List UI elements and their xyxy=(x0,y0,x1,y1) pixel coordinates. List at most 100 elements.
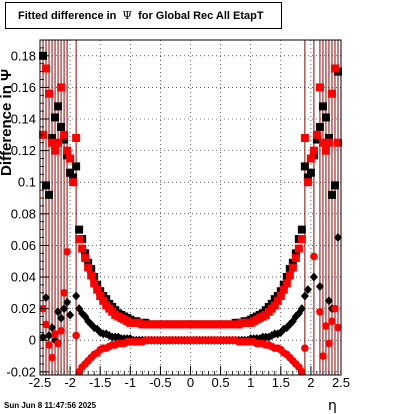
y-tick-label: 0 xyxy=(29,333,36,348)
square-marker xyxy=(270,301,279,310)
square-marker xyxy=(60,135,69,144)
circle-marker xyxy=(298,368,306,376)
circle-marker xyxy=(63,247,71,256)
circle-marker xyxy=(57,326,65,335)
diamond-marker xyxy=(297,304,306,314)
square-marker xyxy=(93,285,102,294)
y-tick-label: 0.06 xyxy=(11,238,36,253)
x-tick-label: 0 xyxy=(187,375,194,390)
x-tick-label: -2.5 xyxy=(29,375,51,390)
diamond-marker xyxy=(42,293,51,303)
circle-marker xyxy=(51,330,59,338)
x-tick-label: -2 xyxy=(64,375,76,390)
y-tick-label: 0.08 xyxy=(11,206,36,221)
square-marker xyxy=(66,154,75,163)
square-marker xyxy=(333,138,342,147)
square-marker xyxy=(57,83,66,92)
square-marker xyxy=(57,122,66,131)
square-marker xyxy=(54,102,63,111)
y-tick-label: 0.02 xyxy=(11,301,36,316)
square-marker xyxy=(312,135,321,144)
circle-marker xyxy=(325,339,333,348)
square-marker xyxy=(69,178,78,187)
square-marker xyxy=(324,138,333,147)
error-bars xyxy=(42,40,339,375)
x-tick-label: 0.5 xyxy=(212,375,230,390)
y-tick-label: 0.1 xyxy=(18,175,36,190)
diamond-marker xyxy=(303,285,312,295)
square-marker xyxy=(75,225,84,234)
square-marker xyxy=(54,138,63,147)
diamond-marker xyxy=(45,330,54,340)
square-marker xyxy=(318,102,327,111)
square-marker xyxy=(327,89,336,98)
square-marker xyxy=(324,133,333,142)
y-tick-label: 0.04 xyxy=(11,270,36,285)
square-marker xyxy=(297,225,306,234)
square-marker xyxy=(75,235,84,244)
y-tick-label: -0.02 xyxy=(6,364,36,379)
square-marker xyxy=(279,285,288,294)
circle-marker xyxy=(72,331,80,340)
square-marker xyxy=(327,190,336,199)
square-marker xyxy=(276,291,285,300)
square-marker xyxy=(312,130,321,139)
square-marker xyxy=(78,244,87,253)
square-marker xyxy=(81,249,90,258)
diamond-marker xyxy=(300,291,309,301)
square-marker xyxy=(84,258,93,267)
square-marker xyxy=(99,296,108,305)
square-marker xyxy=(282,279,291,288)
square-marker xyxy=(72,133,81,142)
square-marker xyxy=(96,291,105,300)
square-marker xyxy=(315,83,324,92)
circle-marker xyxy=(322,322,330,330)
square-marker xyxy=(300,162,309,171)
x-tick-label: -1.5 xyxy=(89,375,111,390)
square-marker xyxy=(285,271,294,280)
y-tick-label: 0.14 xyxy=(11,112,36,127)
x-tick-label: -0.5 xyxy=(149,375,171,390)
square-marker xyxy=(273,296,282,305)
square-marker xyxy=(321,146,330,155)
x-tick-label: 2 xyxy=(307,375,314,390)
square-marker xyxy=(69,173,78,182)
square-marker xyxy=(300,133,309,142)
circle-marker xyxy=(42,320,50,329)
square-marker xyxy=(318,138,327,147)
square-marker xyxy=(60,130,69,139)
diamond-marker xyxy=(48,323,57,333)
square-marker xyxy=(87,271,96,280)
square-marker xyxy=(291,249,300,258)
axis-ticks: -2.5 -2 -1.5 -1 -0.5 0 0.5 1 1.5 2 2.5 -0.02 0 0.02 0.… xyxy=(6,47,350,390)
square-marker xyxy=(72,162,81,171)
square-marker xyxy=(297,235,306,244)
diamond-marker xyxy=(333,233,342,243)
diamond-marker xyxy=(57,313,66,323)
square-marker xyxy=(291,254,300,263)
circle-marker xyxy=(316,307,324,316)
x-tick-label: 1 xyxy=(247,375,254,390)
square-marker xyxy=(321,113,330,122)
square-marker xyxy=(288,258,297,267)
y-tick-label: 0.16 xyxy=(11,80,36,95)
square-marker xyxy=(51,113,60,122)
square-marker xyxy=(90,279,99,288)
circle-marker xyxy=(334,323,342,332)
square-marker xyxy=(294,244,303,253)
x-tick-label: 1.5 xyxy=(272,375,290,390)
diamond-marker xyxy=(66,310,75,320)
diamond-marker xyxy=(324,296,333,306)
square-marker xyxy=(48,138,57,147)
circle-marker xyxy=(328,317,336,326)
title-suffix: for Global Rec All EtapT xyxy=(138,10,264,22)
circle-marker xyxy=(54,339,62,348)
square-marker xyxy=(330,181,339,190)
square-marker xyxy=(42,64,51,73)
circle-marker xyxy=(310,252,318,261)
circle-marker xyxy=(301,344,309,352)
square-marker xyxy=(84,263,93,272)
y-axis-label: Difference in Ψ xyxy=(0,69,15,176)
